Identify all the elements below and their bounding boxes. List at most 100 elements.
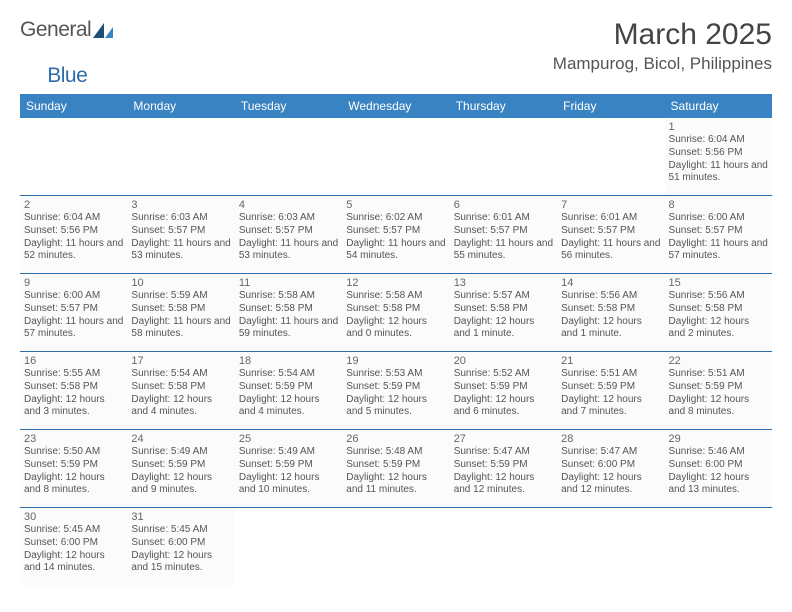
calendar-cell: 7Sunrise: 6:01 AMSunset: 5:57 PMDaylight… xyxy=(557,196,664,274)
calendar-cell: 4Sunrise: 6:03 AMSunset: 5:57 PMDaylight… xyxy=(235,196,342,274)
calendar-cell: 15Sunrise: 5:56 AMSunset: 5:58 PMDayligh… xyxy=(665,274,772,352)
logo-text-1: General xyxy=(20,18,91,42)
day-number: 4 xyxy=(239,199,338,211)
day-info: Sunrise: 5:45 AMSunset: 6:00 PMDaylight:… xyxy=(24,524,123,575)
calendar-cell: 5Sunrise: 6:02 AMSunset: 5:57 PMDaylight… xyxy=(342,196,449,274)
day-number: 6 xyxy=(454,199,553,211)
weekday-header: Thursday xyxy=(450,94,557,118)
day-number: 22 xyxy=(669,355,768,367)
day-number: 23 xyxy=(24,433,123,445)
weekday-header: Wednesday xyxy=(342,94,449,118)
calendar-cell: 17Sunrise: 5:54 AMSunset: 5:58 PMDayligh… xyxy=(127,352,234,430)
day-number: 16 xyxy=(24,355,123,367)
day-number: 2 xyxy=(24,199,123,211)
day-info: Sunrise: 5:49 AMSunset: 5:59 PMDaylight:… xyxy=(131,446,230,497)
calendar-cell: 13Sunrise: 5:57 AMSunset: 5:58 PMDayligh… xyxy=(450,274,557,352)
day-number: 27 xyxy=(454,433,553,445)
calendar-cell: 20Sunrise: 5:52 AMSunset: 5:59 PMDayligh… xyxy=(450,352,557,430)
calendar-cell-empty xyxy=(342,118,449,196)
day-number: 21 xyxy=(561,355,660,367)
day-info: Sunrise: 5:55 AMSunset: 5:58 PMDaylight:… xyxy=(24,368,123,419)
day-info: Sunrise: 5:56 AMSunset: 5:58 PMDaylight:… xyxy=(669,290,768,341)
day-info: Sunrise: 5:51 AMSunset: 5:59 PMDaylight:… xyxy=(561,368,660,419)
day-info: Sunrise: 5:58 AMSunset: 5:58 PMDaylight:… xyxy=(346,290,445,341)
calendar-cell: 9Sunrise: 6:00 AMSunset: 5:57 PMDaylight… xyxy=(20,274,127,352)
calendar-cell-empty xyxy=(450,508,557,586)
day-number: 15 xyxy=(669,277,768,289)
day-info: Sunrise: 5:51 AMSunset: 5:59 PMDaylight:… xyxy=(669,368,768,419)
location: Mampurog, Bicol, Philippines xyxy=(553,54,772,74)
calendar-cell: 16Sunrise: 5:55 AMSunset: 5:58 PMDayligh… xyxy=(20,352,127,430)
title-block: March 2025 Mampurog, Bicol, Philippines xyxy=(553,18,772,74)
day-info: Sunrise: 5:52 AMSunset: 5:59 PMDaylight:… xyxy=(454,368,553,419)
weekday-header: Tuesday xyxy=(235,94,342,118)
day-number: 28 xyxy=(561,433,660,445)
calendar-cell-empty xyxy=(450,118,557,196)
calendar-row: 23Sunrise: 5:50 AMSunset: 5:59 PMDayligh… xyxy=(20,430,772,508)
calendar-row: 9Sunrise: 6:00 AMSunset: 5:57 PMDaylight… xyxy=(20,274,772,352)
day-number: 13 xyxy=(454,277,553,289)
day-number: 3 xyxy=(131,199,230,211)
day-number: 14 xyxy=(561,277,660,289)
calendar-cell: 19Sunrise: 5:53 AMSunset: 5:59 PMDayligh… xyxy=(342,352,449,430)
day-number: 8 xyxy=(669,199,768,211)
calendar-cell: 26Sunrise: 5:48 AMSunset: 5:59 PMDayligh… xyxy=(342,430,449,508)
day-number: 5 xyxy=(346,199,445,211)
day-number: 26 xyxy=(346,433,445,445)
day-number: 12 xyxy=(346,277,445,289)
calendar-cell: 30Sunrise: 5:45 AMSunset: 6:00 PMDayligh… xyxy=(20,508,127,586)
calendar-cell: 27Sunrise: 5:47 AMSunset: 5:59 PMDayligh… xyxy=(450,430,557,508)
calendar-cell-empty xyxy=(557,118,664,196)
day-info: Sunrise: 5:54 AMSunset: 5:59 PMDaylight:… xyxy=(239,368,338,419)
calendar-cell: 29Sunrise: 5:46 AMSunset: 6:00 PMDayligh… xyxy=(665,430,772,508)
weekday-header: Saturday xyxy=(665,94,772,118)
day-info: Sunrise: 6:01 AMSunset: 5:57 PMDaylight:… xyxy=(561,212,660,263)
day-number: 1 xyxy=(669,121,768,133)
weekday-header: Sunday xyxy=(20,94,127,118)
day-number: 10 xyxy=(131,277,230,289)
calendar-row: 2Sunrise: 6:04 AMSunset: 5:56 PMDaylight… xyxy=(20,196,772,274)
calendar-cell: 25Sunrise: 5:49 AMSunset: 5:59 PMDayligh… xyxy=(235,430,342,508)
calendar-cell: 8Sunrise: 6:00 AMSunset: 5:57 PMDaylight… xyxy=(665,196,772,274)
day-info: Sunrise: 5:58 AMSunset: 5:58 PMDaylight:… xyxy=(239,290,338,341)
day-info: Sunrise: 6:02 AMSunset: 5:57 PMDaylight:… xyxy=(346,212,445,263)
day-info: Sunrise: 5:48 AMSunset: 5:59 PMDaylight:… xyxy=(346,446,445,497)
calendar-cell: 14Sunrise: 5:56 AMSunset: 5:58 PMDayligh… xyxy=(557,274,664,352)
day-number: 24 xyxy=(131,433,230,445)
calendar-cell-empty xyxy=(557,508,664,586)
day-info: Sunrise: 5:45 AMSunset: 6:00 PMDaylight:… xyxy=(131,524,230,575)
day-info: Sunrise: 5:57 AMSunset: 5:58 PMDaylight:… xyxy=(454,290,553,341)
day-number: 19 xyxy=(346,355,445,367)
day-number: 29 xyxy=(669,433,768,445)
calendar-cell-empty xyxy=(342,508,449,586)
logo: General xyxy=(20,18,115,42)
calendar-cell: 11Sunrise: 5:58 AMSunset: 5:58 PMDayligh… xyxy=(235,274,342,352)
day-number: 20 xyxy=(454,355,553,367)
day-info: Sunrise: 6:00 AMSunset: 5:57 PMDaylight:… xyxy=(669,212,768,263)
day-info: Sunrise: 6:04 AMSunset: 5:56 PMDaylight:… xyxy=(669,134,768,185)
day-number: 18 xyxy=(239,355,338,367)
day-info: Sunrise: 5:49 AMSunset: 5:59 PMDaylight:… xyxy=(239,446,338,497)
calendar-row: 1Sunrise: 6:04 AMSunset: 5:56 PMDaylight… xyxy=(20,118,772,196)
calendar-cell-empty xyxy=(665,508,772,586)
logo-sail-icon xyxy=(93,21,115,39)
day-number: 30 xyxy=(24,511,123,523)
day-info: Sunrise: 5:47 AMSunset: 6:00 PMDaylight:… xyxy=(561,446,660,497)
day-info: Sunrise: 5:53 AMSunset: 5:59 PMDaylight:… xyxy=(346,368,445,419)
day-info: Sunrise: 5:56 AMSunset: 5:58 PMDaylight:… xyxy=(561,290,660,341)
day-info: Sunrise: 5:46 AMSunset: 6:00 PMDaylight:… xyxy=(669,446,768,497)
calendar-cell-empty xyxy=(20,118,127,196)
weekday-header-row: SundayMondayTuesdayWednesdayThursdayFrid… xyxy=(20,94,772,118)
day-info: Sunrise: 6:00 AMSunset: 5:57 PMDaylight:… xyxy=(24,290,123,341)
calendar-cell: 28Sunrise: 5:47 AMSunset: 6:00 PMDayligh… xyxy=(557,430,664,508)
day-info: Sunrise: 5:50 AMSunset: 5:59 PMDaylight:… xyxy=(24,446,123,497)
day-info: Sunrise: 6:03 AMSunset: 5:57 PMDaylight:… xyxy=(131,212,230,263)
calendar-row: 16Sunrise: 5:55 AMSunset: 5:58 PMDayligh… xyxy=(20,352,772,430)
calendar-cell: 18Sunrise: 5:54 AMSunset: 5:59 PMDayligh… xyxy=(235,352,342,430)
calendar-cell: 24Sunrise: 5:49 AMSunset: 5:59 PMDayligh… xyxy=(127,430,234,508)
day-info: Sunrise: 6:03 AMSunset: 5:57 PMDaylight:… xyxy=(239,212,338,263)
logo-text-2: Blue xyxy=(47,64,87,88)
weekday-header: Monday xyxy=(127,94,234,118)
calendar-cell: 1Sunrise: 6:04 AMSunset: 5:56 PMDaylight… xyxy=(665,118,772,196)
day-info: Sunrise: 5:59 AMSunset: 5:58 PMDaylight:… xyxy=(131,290,230,341)
